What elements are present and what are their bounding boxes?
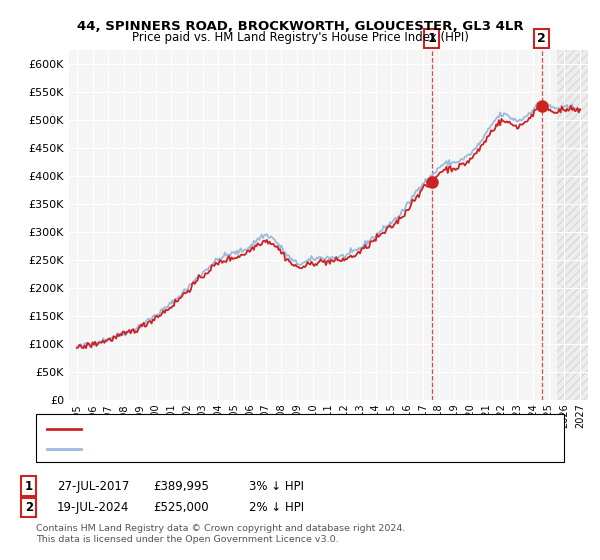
Text: 44, SPINNERS ROAD, BROCKWORTH, GLOUCESTER, GL3 4LR: 44, SPINNERS ROAD, BROCKWORTH, GLOUCESTE… (77, 20, 523, 32)
Text: 2% ↓ HPI: 2% ↓ HPI (249, 501, 304, 514)
Text: £389,995: £389,995 (153, 479, 209, 493)
Text: 2: 2 (537, 32, 546, 45)
Text: 2: 2 (25, 501, 33, 514)
Text: £525,000: £525,000 (153, 501, 209, 514)
Text: HPI: Average price, detached house, Tewkesbury: HPI: Average price, detached house, Tewk… (85, 444, 351, 454)
Text: 19-JUL-2024: 19-JUL-2024 (57, 501, 130, 514)
Text: 44, SPINNERS ROAD, BROCKWORTH, GLOUCESTER, GL3 4LR (detached house): 44, SPINNERS ROAD, BROCKWORTH, GLOUCESTE… (85, 424, 515, 433)
Text: Contains HM Land Registry data © Crown copyright and database right 2024.: Contains HM Land Registry data © Crown c… (36, 524, 406, 533)
Text: This data is licensed under the Open Government Licence v3.0.: This data is licensed under the Open Gov… (36, 535, 338, 544)
Text: 27-JUL-2017: 27-JUL-2017 (57, 479, 130, 493)
Text: 1: 1 (427, 32, 436, 45)
Text: 1: 1 (25, 479, 33, 493)
Text: Price paid vs. HM Land Registry's House Price Index (HPI): Price paid vs. HM Land Registry's House … (131, 31, 469, 44)
Text: 3% ↓ HPI: 3% ↓ HPI (249, 479, 304, 493)
